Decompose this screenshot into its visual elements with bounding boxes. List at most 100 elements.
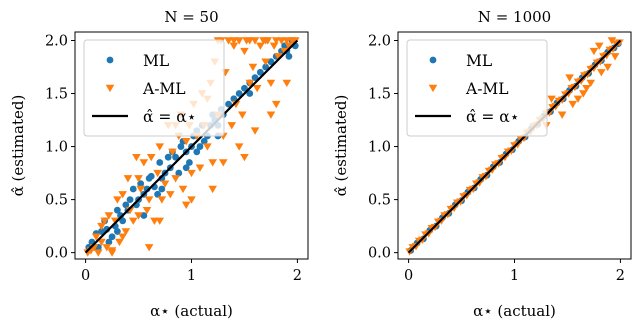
- aml-point: [240, 47, 249, 56]
- aml-point: [252, 84, 262, 93]
- ml-point: [225, 100, 232, 108]
- aml-point: [187, 196, 196, 204]
- ml-point: [140, 212, 148, 219]
- legend-line-label: α̂ = α⋆: [466, 108, 519, 126]
- aml-point: [139, 159, 149, 167]
- ml-point: [193, 148, 201, 156]
- ml-point: [246, 90, 254, 97]
- aml-point: [160, 180, 170, 188]
- ml-point: [129, 185, 137, 193]
- aml-point: [168, 148, 177, 156]
- y-axis-label: α̂ (estimated): [332, 95, 350, 197]
- aml-point: [589, 47, 599, 56]
- ml-point: [137, 180, 145, 188]
- ml-point: [156, 159, 164, 166]
- ml-point: [105, 238, 113, 246]
- aml-point: [256, 42, 265, 50]
- aml-point: [144, 244, 154, 252]
- aml-point: [269, 42, 279, 50]
- x-tick-label: 1: [510, 268, 519, 284]
- aml-point: [245, 37, 255, 45]
- ml-point: [196, 143, 204, 150]
- aml-point: [132, 153, 141, 162]
- aml-point: [274, 53, 283, 61]
- ml-point: [113, 206, 121, 214]
- aml-point: [565, 74, 574, 82]
- y-axis-label: α̂ (estimated): [9, 95, 27, 197]
- chart-title: N = 1000: [478, 8, 551, 26]
- aml-point: [155, 143, 165, 151]
- x-axis-label: α⋆ (actual): [473, 302, 556, 320]
- aml-point: [107, 249, 117, 257]
- ml-point: [230, 95, 238, 103]
- legend-line-label: α̂ = α⋆: [143, 108, 196, 126]
- y-tick-label: 0.0: [368, 246, 391, 262]
- aml-point: [118, 191, 127, 199]
- ml-point: [122, 201, 130, 209]
- aml-point: [178, 185, 188, 194]
- aml-point: [121, 228, 131, 236]
- aml-point: [102, 244, 112, 252]
- legend-aml-label: A-ML: [142, 80, 186, 98]
- aml-point: [271, 100, 281, 109]
- y-tick-label: 2.0: [368, 33, 391, 49]
- identity-line: [84, 39, 299, 254]
- aml-point: [597, 69, 606, 77]
- aml-point: [594, 42, 604, 50]
- ml-point: [126, 196, 134, 203]
- aml-point: [282, 79, 292, 88]
- x-axis-label: α⋆ (actual): [150, 302, 233, 320]
- aml-point: [218, 159, 228, 167]
- ml-point: [185, 159, 193, 166]
- aml-point: [181, 201, 191, 209]
- y-tick-label: 1.0: [45, 140, 68, 156]
- ml-point: [267, 58, 275, 66]
- aml-point: [547, 95, 556, 103]
- legend-aml-marker: [428, 84, 438, 93]
- aml-point: [290, 37, 300, 45]
- aml-point: [227, 122, 237, 130]
- aml-point: [146, 153, 156, 162]
- aml-point: [91, 233, 101, 241]
- aml-point: [136, 185, 145, 194]
- aml-point: [582, 84, 591, 93]
- ml-point: [113, 228, 121, 235]
- aml-point: [245, 79, 255, 88]
- aml-point: [229, 37, 239, 45]
- ml-point: [172, 153, 180, 161]
- aml-point: [250, 127, 260, 135]
- aml-point: [113, 196, 122, 204]
- y-tick-label: 0.5: [45, 193, 68, 209]
- aml-point: [229, 42, 239, 50]
- y-tick-label: 0.5: [368, 193, 391, 209]
- ml-point: [154, 190, 162, 198]
- y-tick-label: 1.5: [45, 87, 68, 103]
- legend-aml-label: A-ML: [465, 80, 509, 98]
- aml-point: [208, 185, 217, 194]
- x-tick-label: 2: [616, 268, 625, 284]
- aml-point: [100, 217, 109, 225]
- aml-point: [579, 90, 588, 98]
- panel-n1000: N = 1000 0 1 2 0.0 0.5 1.0 1.5 2.0 α⋆ (actual) α̂ …: [332, 8, 632, 320]
- aml-point: [261, 37, 270, 45]
- aml-point: [195, 164, 205, 172]
- legend-aml-marker: [105, 84, 115, 93]
- identity-line: [407, 39, 622, 254]
- aml-point: [240, 153, 249, 162]
- aml-point: [248, 63, 258, 72]
- aml-point: [261, 58, 270, 66]
- legend-ml-marker: [429, 56, 437, 64]
- aml-point: [573, 95, 583, 103]
- legend-ml-label: ML: [466, 52, 492, 70]
- aml-point: [187, 169, 196, 178]
- aml-point: [284, 42, 294, 50]
- legend-box: [83, 39, 225, 137]
- ml-point: [241, 84, 248, 92]
- aml-point: [181, 138, 191, 146]
- aml-point: [134, 175, 143, 183]
- ml-point: [251, 74, 259, 82]
- ml-point: [119, 217, 127, 225]
- aml-point: [557, 111, 567, 119]
- aml-point: [128, 217, 138, 225]
- ml-point: [200, 137, 208, 145]
